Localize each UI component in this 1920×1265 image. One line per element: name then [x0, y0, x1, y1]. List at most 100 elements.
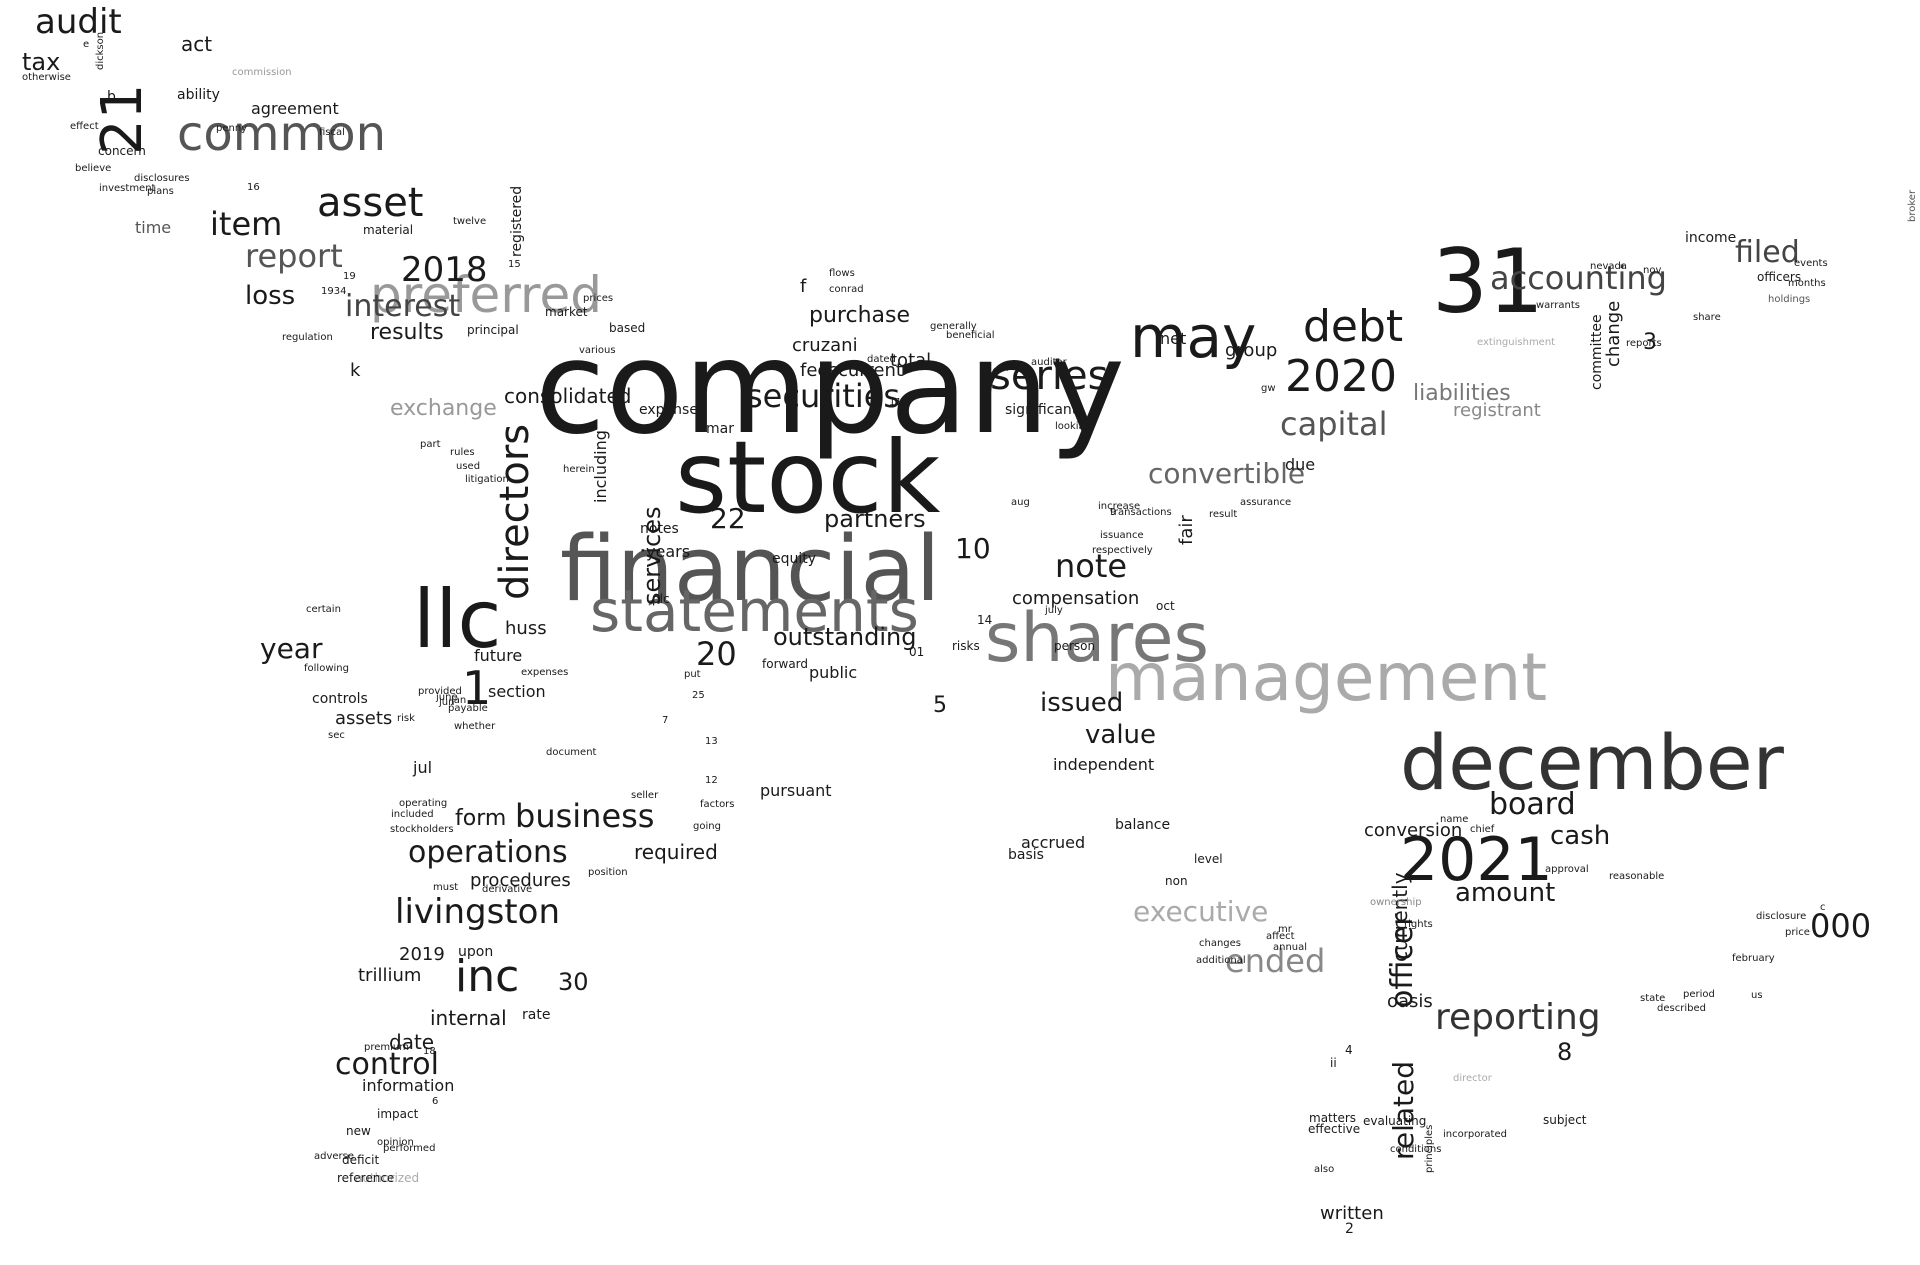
cloud-word: investment [99, 183, 156, 194]
cloud-word: loss [245, 281, 296, 311]
cloud-word: matters [1309, 1111, 1357, 1125]
cloud-word: 2019 [399, 944, 445, 965]
cloud-word: llc [413, 573, 502, 666]
cloud-word: 1 [462, 661, 492, 715]
cloud-word: adverse [314, 1151, 355, 1162]
cloud-word: respectively [1092, 545, 1153, 556]
cloud-word: holdings [1768, 294, 1811, 305]
cloud-word: may [1130, 303, 1257, 371]
cloud-word: purchase [809, 303, 910, 328]
cloud-word: 01 [909, 645, 925, 659]
cloud-word: derivative [482, 884, 533, 895]
cloud-word: b [107, 89, 116, 105]
cloud-word: accrued [1021, 833, 1086, 852]
cloud-word: believe [75, 163, 112, 174]
cloud-word: filed [1735, 235, 1800, 270]
cloud-word: date [389, 1030, 435, 1054]
cloud-word: 000 [1810, 907, 1872, 945]
cloud-word: issued [1040, 688, 1124, 718]
cloud-word: jan [451, 695, 467, 706]
cloud-word: impact [377, 1107, 419, 1121]
cloud-word: otherwise [22, 72, 71, 83]
cloud-word: financial [560, 517, 941, 622]
cloud-word: stock [675, 419, 941, 536]
cloud-word: payable [448, 703, 488, 714]
cloud-word: registered [509, 185, 525, 257]
cloud-word: future [474, 646, 523, 665]
cloud-word: dated [867, 354, 896, 365]
cloud-word: 5 [933, 693, 947, 718]
cloud-word: oasis [1387, 991, 1433, 1012]
cloud-word: information [362, 1076, 455, 1095]
cloud-word: assets [335, 708, 393, 729]
cloud-word: put [684, 669, 701, 680]
cloud-word: consolidated [504, 384, 632, 408]
cloud-word: registrant [1453, 400, 1541, 421]
cloud-word: generally [930, 321, 977, 332]
cloud-word: income [1685, 230, 1737, 246]
cloud-word: control [335, 1047, 439, 1082]
cloud-word: broker [1907, 189, 1918, 222]
cloud-word: ability [177, 87, 220, 103]
cloud-word: state [1640, 993, 1666, 1004]
cloud-word: result [1209, 509, 1238, 520]
cloud-word: controls [312, 691, 368, 707]
cloud-word: directors [492, 423, 538, 600]
cloud-word: procedures [470, 870, 571, 891]
cloud-word: rules [450, 447, 475, 458]
cloud-word: plans [147, 186, 174, 197]
cloud-word: interest [345, 289, 461, 324]
cloud-word: company [535, 314, 1125, 463]
cloud-word: stockholders [390, 824, 454, 835]
cloud-word: whether [454, 721, 496, 732]
cloud-word: sec [328, 730, 345, 741]
cloud-word: 15 [508, 259, 521, 270]
cloud-word: series [990, 353, 1109, 399]
cloud-word: 1p [1078, 420, 1091, 431]
cloud-word: fees [800, 360, 838, 381]
cloud-word: item [210, 205, 283, 243]
cloud-word: net [1160, 329, 1187, 348]
cloud-word: livingston [395, 892, 560, 932]
cloud-word: current [838, 360, 903, 381]
cloud-word: 2 [1345, 1221, 1354, 1237]
cloud-word: mar [706, 421, 734, 437]
cloud-word: position [588, 867, 628, 878]
cloud-word: 14 [977, 613, 993, 627]
cloud-word: form [455, 806, 507, 831]
cloud-word: additional [1196, 955, 1246, 966]
cloud-word: 1934 [321, 286, 347, 297]
cloud-word: performed [383, 1143, 436, 1154]
cloud-word: dickson [95, 31, 106, 70]
cloud-word: year [260, 632, 323, 665]
cloud-word: change [1603, 300, 1624, 367]
cloud-word: required [634, 840, 718, 864]
cloud-word: extinguishment [1477, 337, 1556, 348]
cloud-word: results [370, 320, 444, 345]
cloud-word: 4 [1345, 1043, 1353, 1057]
cloud-word: conversion [1364, 820, 1463, 841]
cloud-word: certain [306, 604, 341, 615]
cloud-word: liabilities [1413, 381, 1511, 406]
cloud-word: 8 [1557, 1038, 1573, 1066]
cloud-word: principles [1424, 1124, 1435, 1173]
cloud-word: debt [1303, 301, 1404, 352]
cloud-word: risk [397, 713, 415, 724]
cloud-word: officers [1757, 270, 1802, 284]
cloud-word: herein [563, 464, 595, 475]
cloud-word: disclosures [134, 173, 190, 184]
cloud-word: also [1314, 1164, 1335, 1175]
cloud-word: price [1785, 927, 1810, 938]
cloud-word: 2021 [1400, 825, 1553, 895]
cloud-word: trillium [358, 965, 422, 986]
cloud-word: warrants [1536, 300, 1580, 311]
cloud-word: regulation [282, 332, 333, 343]
cloud-word: 13 [705, 736, 718, 747]
cloud-word: must [433, 882, 459, 893]
cloud-word: 7 [662, 715, 669, 726]
cloud-word: months [1788, 278, 1826, 289]
cloud-word: statements [590, 577, 919, 645]
cloud-word: balance [1115, 817, 1171, 833]
cloud-word: total [890, 350, 932, 371]
